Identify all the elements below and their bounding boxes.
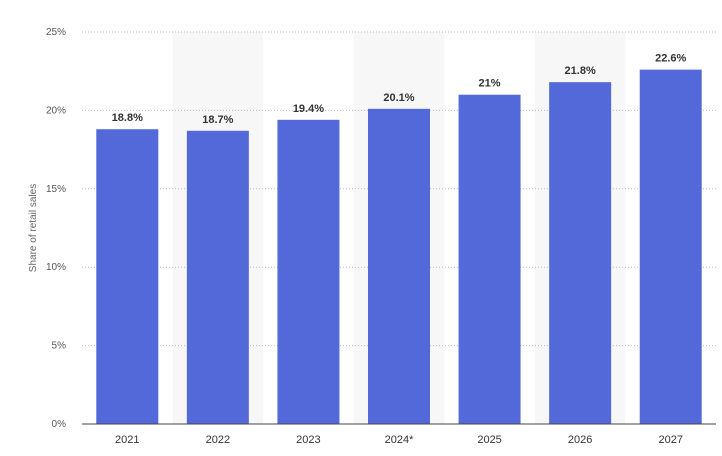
data-label: 20.1% [383,92,414,104]
data-label: 18.8% [112,112,143,124]
y-axis-label: Share of retail sales [28,184,39,272]
x-tick-label: 2022 [206,434,230,446]
data-label: 21% [479,78,501,90]
bar [639,69,702,424]
x-axis-ticks: 2021 2022 2023 2024* 2025 2026 2027 [115,434,683,446]
y-tick-label: 10% [46,262,66,273]
data-label: 18.7% [202,114,233,126]
x-tick-label: 2025 [477,434,501,446]
y-tick-label: 15% [46,184,66,195]
y-tick-label: 25% [46,27,66,38]
y-tick-label: 20% [46,105,66,116]
x-tick-label: 2027 [658,434,682,446]
bar [96,129,159,424]
x-tick-label: 2024* [385,434,414,446]
x-tick-label: 2021 [115,434,139,446]
y-tick-label: 0% [52,419,67,430]
data-label: 19.4% [293,103,324,115]
bars [96,69,702,425]
bar [368,108,430,424]
y-axis-ticks: 0% 5% 10% 15% 20% 25% [46,27,66,430]
bar [277,119,340,425]
data-labels: 18.8% 18.7% 19.4% 20.1% 21% 21.8% 22.6% [112,53,687,126]
x-tick-label: 2023 [296,434,320,446]
x-tick-label: 2026 [568,434,592,446]
bar [186,130,249,424]
y-tick-label: 5% [52,341,67,352]
data-label: 22.6% [655,53,686,65]
bar [549,82,612,425]
data-label: 21.8% [565,65,596,77]
bar [458,94,521,424]
